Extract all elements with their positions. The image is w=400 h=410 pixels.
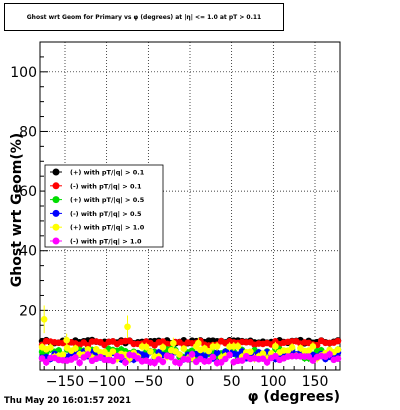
- data-point: [305, 353, 313, 360]
- legend-label: (+) with pT/|q| > 0.5: [70, 196, 145, 205]
- legend-label: (-) with pT/|q| > 0.5: [70, 210, 142, 219]
- data-point: [180, 345, 188, 353]
- legend-label: (-) with pT/|q| > 1.0: [70, 238, 142, 247]
- data-point: [142, 343, 150, 351]
- data-point: [124, 323, 131, 331]
- data-point: [59, 351, 67, 358]
- x-tick-label: −100: [87, 374, 125, 390]
- data-point: [309, 343, 317, 350]
- legend-marker: [52, 223, 60, 231]
- series-group: [38, 350, 342, 368]
- data-point: [213, 343, 221, 350]
- x-tick-label: 50: [223, 374, 241, 390]
- data-point: [184, 356, 192, 363]
- data-point: [234, 343, 242, 350]
- timestamp: Thu May 20 16:01:57 2021: [4, 396, 131, 406]
- x-tick-label: 0: [186, 374, 195, 390]
- data-point: [72, 354, 79, 361]
- data-point: [159, 344, 167, 351]
- data-point: [288, 344, 296, 351]
- x-axis-title: φ (degrees): [248, 389, 340, 405]
- legend-marker: [52, 237, 60, 245]
- y-axis-title: Ghost wrt Geom(%): [9, 133, 25, 287]
- data-point: [122, 359, 129, 366]
- data-point: [109, 348, 117, 355]
- data-point: [334, 355, 342, 362]
- legend-box: [44, 164, 164, 248]
- data-point: [247, 348, 254, 356]
- x-tick-label: −150: [46, 374, 84, 390]
- data-point: [213, 349, 221, 357]
- chart-title-box: Ghost wrt Geom for Primary vs φ (degrees…: [4, 3, 284, 31]
- legend-marker: [52, 168, 60, 176]
- data-point: [117, 353, 125, 361]
- data-point: [76, 359, 83, 367]
- data-point: [47, 344, 54, 351]
- data-point: [72, 345, 79, 352]
- data-point: [226, 351, 233, 359]
- data-point: [176, 359, 183, 367]
- y-tick-label: 40: [19, 244, 37, 260]
- data-point: [38, 355, 46, 362]
- data-point: [188, 351, 196, 358]
- data-point: [159, 358, 167, 366]
- x-tick-label: 150: [302, 374, 329, 390]
- data-point: [205, 347, 213, 355]
- data-point: [42, 359, 50, 366]
- data-point: [305, 347, 313, 354]
- data-point: [142, 352, 150, 359]
- data-point: [334, 346, 342, 353]
- data-point: [222, 355, 229, 363]
- data-point: [147, 348, 154, 355]
- legend-marker: [52, 209, 60, 217]
- y-tick-label: 20: [19, 303, 37, 319]
- data-point: [334, 337, 342, 345]
- data-point: [84, 351, 92, 358]
- y-tick-label: 60: [19, 184, 37, 200]
- legend: (+) with pT/|q| > 0.1 (-) with pT/|q| > 0…: [44, 164, 164, 248]
- data-point: [259, 350, 267, 357]
- chart-title: Ghost wrt Geom for Primary vs φ (degrees…: [26, 13, 262, 21]
- x-tick-label: −50: [134, 374, 164, 390]
- y-tick-label: 80: [19, 124, 37, 140]
- legend-label: (+) with pT/|q| > 1.0: [70, 224, 145, 233]
- grid-lines: [40, 42, 340, 370]
- data-point: [176, 351, 183, 358]
- legend-label: (+) with pT/|q| > 0.1: [70, 169, 145, 178]
- legend-marker: [52, 196, 60, 204]
- data-point: [170, 339, 177, 347]
- data-point: [263, 359, 271, 366]
- data-point: [209, 353, 217, 361]
- data-point: [167, 353, 175, 361]
- data-point: [63, 336, 70, 344]
- data-point: [84, 346, 92, 353]
- data-point: [40, 316, 48, 323]
- data-point: [272, 342, 279, 350]
- data-point: [238, 357, 246, 364]
- x-tick-label: 100: [260, 374, 287, 390]
- data-point: [109, 357, 117, 365]
- data-point: [326, 350, 333, 358]
- data-point: [205, 357, 213, 365]
- legend-marker: [52, 182, 60, 190]
- y-tick-label: 100: [10, 65, 37, 81]
- data-point: [195, 339, 202, 347]
- legend-label: (-) with pT/|q| > 0.1: [70, 182, 142, 191]
